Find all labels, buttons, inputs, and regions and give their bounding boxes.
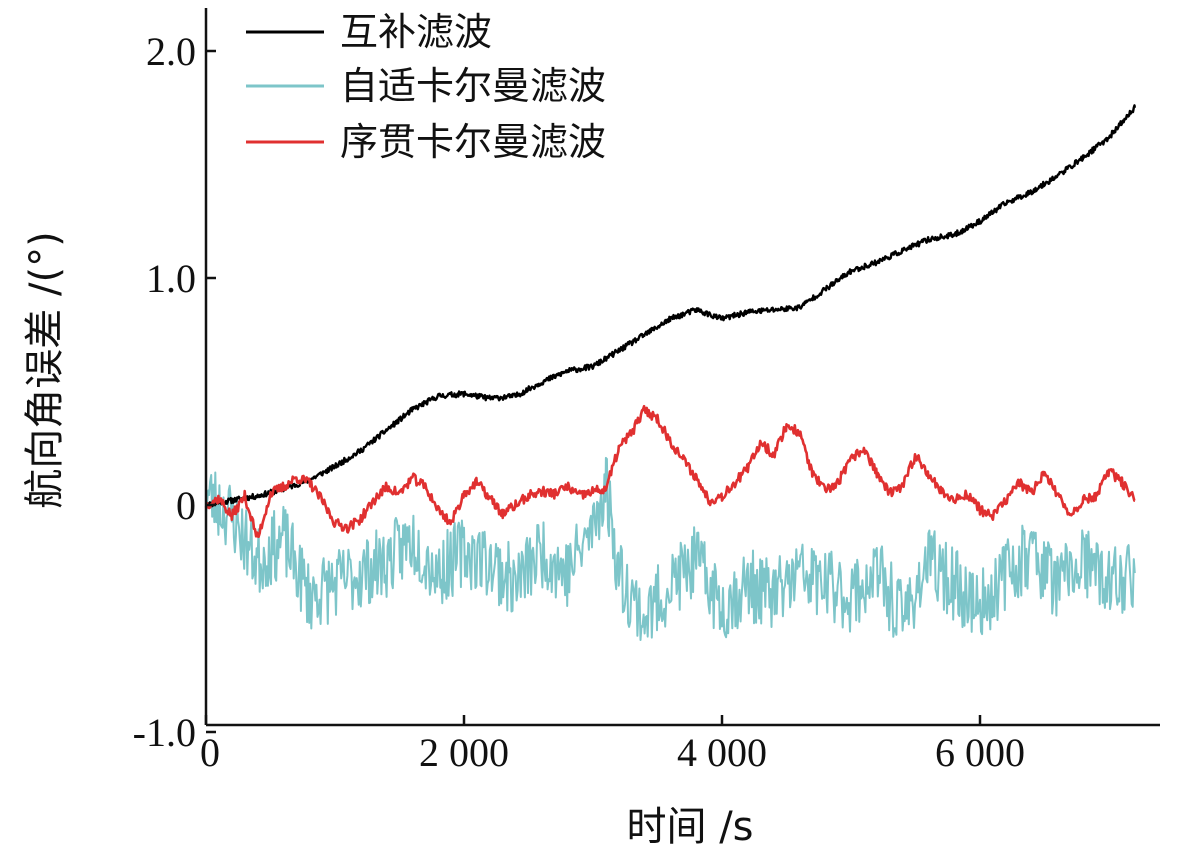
legend-label-2: 自适卡尔曼滤波 (340, 64, 606, 108)
series-line-3 (204, 404, 1136, 538)
y-tick-label-0: -1.0 (133, 710, 196, 755)
axes (204, 8, 1160, 727)
x-tick-label-3: 6 000 (935, 730, 1025, 775)
series-line-1 (205, 104, 1136, 509)
x-axis-title: 时间 /s (626, 804, 753, 850)
y-axis-title: 航向角误差 /(°) (22, 231, 68, 508)
legend-label-3: 序贯卡尔曼滤波 (340, 120, 606, 164)
legend-label-1: 互补滤波 (340, 10, 492, 54)
y-tick-label-1: 0 (176, 483, 196, 528)
y-tick-label-3: 2.0 (146, 29, 196, 74)
plot-lines (204, 104, 1136, 641)
y-tick-label-2: 1.0 (146, 256, 196, 301)
x-tick-label-2: 4 000 (677, 730, 767, 775)
x-tick-label-1: 2 000 (419, 730, 509, 775)
series-line-2 (205, 456, 1136, 641)
x-tick-label-0: 0 (200, 730, 220, 775)
ticks: -1.001.02.00 2 000 4 000 6 000 (133, 29, 1025, 775)
